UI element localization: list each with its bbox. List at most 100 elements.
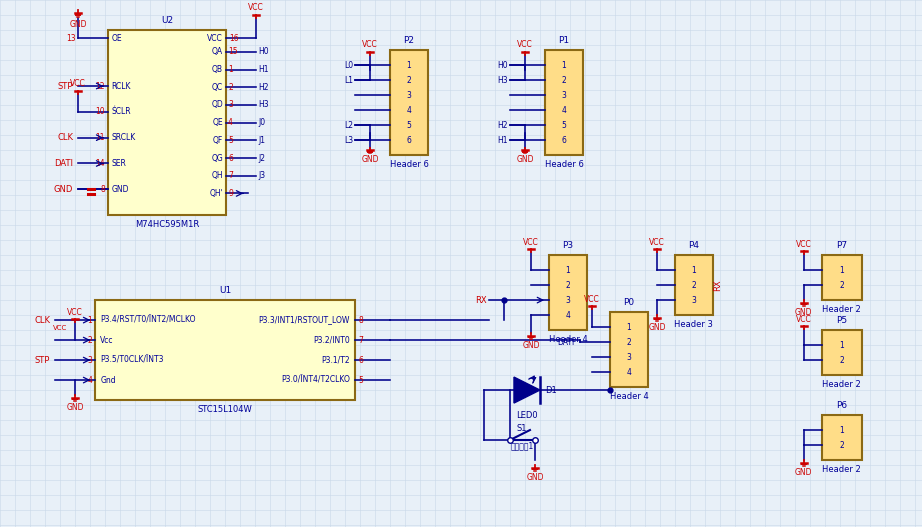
- Text: 3: 3: [407, 91, 411, 100]
- Text: M74HC595M1R: M74HC595M1R: [135, 220, 199, 229]
- Text: QD: QD: [211, 101, 223, 110]
- Text: Vcc: Vcc: [100, 336, 113, 345]
- Bar: [545, 50, 583, 155]
- Text: STP: STP: [35, 356, 50, 365]
- Text: U2: U2: [161, 16, 173, 25]
- Text: H3: H3: [258, 101, 268, 110]
- Text: QG: QG: [211, 153, 223, 162]
- Text: DATI: DATI: [54, 159, 73, 168]
- Text: 4: 4: [626, 367, 632, 377]
- Text: 4: 4: [407, 106, 411, 115]
- Text: J0: J0: [258, 118, 266, 127]
- Text: 6: 6: [228, 153, 233, 162]
- Text: 2: 2: [839, 280, 845, 290]
- Text: P3.5/T0CLK/ĨNT3: P3.5/T0CLK/ĨNT3: [100, 356, 163, 365]
- Text: GND: GND: [648, 323, 666, 332]
- Text: 2: 2: [561, 76, 566, 85]
- Text: L1: L1: [344, 76, 353, 85]
- Text: ŚCLR: ŚCLR: [112, 108, 131, 116]
- Text: J2: J2: [258, 153, 266, 162]
- Text: Header 2: Header 2: [822, 305, 861, 314]
- Text: H1: H1: [498, 135, 508, 145]
- Text: QB: QB: [212, 65, 223, 74]
- Text: 6: 6: [358, 356, 363, 365]
- Text: P6: P6: [836, 401, 847, 410]
- Text: P0: P0: [623, 298, 634, 307]
- Bar: [95, 300, 355, 400]
- Text: 测试按键1: 测试按键1: [511, 441, 534, 450]
- Text: 10: 10: [96, 108, 105, 116]
- Text: Header 6: Header 6: [390, 160, 429, 169]
- Text: H0: H0: [258, 47, 268, 56]
- Text: 6: 6: [561, 135, 566, 145]
- Text: QE: QE: [212, 118, 223, 127]
- Text: DATI: DATI: [558, 338, 575, 347]
- Text: 11: 11: [96, 133, 105, 142]
- Text: GND: GND: [795, 308, 812, 317]
- Text: 16: 16: [229, 34, 239, 43]
- Text: VCC: VCC: [67, 308, 83, 317]
- Text: 9: 9: [228, 189, 233, 198]
- Text: 1: 1: [228, 65, 233, 74]
- Text: H1: H1: [258, 65, 268, 74]
- Bar: [822, 255, 862, 300]
- Bar: [822, 330, 862, 375]
- Text: 1: 1: [88, 316, 92, 325]
- Text: VCC: VCC: [362, 40, 378, 49]
- Text: 2: 2: [565, 280, 571, 290]
- Text: CLK: CLK: [34, 316, 50, 325]
- Text: 2: 2: [627, 338, 632, 347]
- Text: VCC: VCC: [523, 238, 538, 247]
- Text: VCC: VCC: [649, 238, 665, 247]
- Text: RCLK: RCLK: [112, 82, 131, 91]
- Text: 3: 3: [88, 356, 92, 365]
- Text: L3: L3: [344, 135, 353, 145]
- Text: J1: J1: [258, 136, 266, 145]
- Text: 8: 8: [100, 185, 105, 194]
- Text: 5: 5: [228, 136, 233, 145]
- Bar: [390, 50, 428, 155]
- Text: VCC: VCC: [584, 295, 600, 304]
- Text: 7: 7: [228, 171, 233, 180]
- Text: 12: 12: [96, 82, 105, 91]
- Text: VCC: VCC: [207, 34, 223, 43]
- Text: 3: 3: [228, 101, 233, 110]
- Text: Gnd: Gnd: [100, 376, 116, 385]
- Text: 6: 6: [407, 135, 411, 145]
- Text: 2: 2: [692, 280, 696, 290]
- Text: H2: H2: [498, 121, 508, 130]
- Text: P4: P4: [689, 241, 700, 250]
- Text: 15: 15: [228, 47, 238, 56]
- Text: 1: 1: [407, 61, 411, 70]
- Text: VCC: VCC: [796, 315, 811, 324]
- Text: VCC: VCC: [248, 3, 264, 12]
- Text: Header 2: Header 2: [822, 380, 861, 389]
- Text: 1: 1: [627, 323, 632, 331]
- Text: P3.3/INT1/RSTOUT_LOW: P3.3/INT1/RSTOUT_LOW: [259, 316, 350, 325]
- Text: STP: STP: [58, 82, 73, 91]
- Bar: [610, 312, 648, 387]
- Text: L2: L2: [344, 121, 353, 130]
- Text: 3: 3: [626, 353, 632, 362]
- Text: VCC: VCC: [796, 240, 811, 249]
- Text: GND: GND: [516, 155, 534, 164]
- Text: P7: P7: [836, 241, 847, 250]
- Text: 1: 1: [565, 266, 571, 275]
- Text: P3.0/ĨNT4/T2CLKO: P3.0/ĨNT4/T2CLKO: [281, 376, 350, 385]
- Text: GND: GND: [522, 341, 539, 350]
- Text: H2: H2: [258, 83, 268, 92]
- Text: 2: 2: [228, 83, 233, 92]
- Text: 14: 14: [96, 159, 105, 168]
- Text: J3: J3: [258, 171, 266, 180]
- Text: H0: H0: [497, 61, 508, 70]
- Text: 1: 1: [561, 61, 566, 70]
- Text: 4: 4: [228, 118, 233, 127]
- Text: 4: 4: [561, 106, 566, 115]
- Text: 2: 2: [839, 441, 845, 450]
- Text: RX: RX: [714, 279, 723, 291]
- Bar: [675, 255, 713, 315]
- Text: OE: OE: [112, 34, 122, 43]
- Text: P3.4/RST/T0/ĨNT2/MCLKO: P3.4/RST/T0/ĨNT2/MCLKO: [100, 316, 195, 325]
- Text: GND: GND: [69, 19, 87, 28]
- Text: Header 6: Header 6: [545, 160, 584, 169]
